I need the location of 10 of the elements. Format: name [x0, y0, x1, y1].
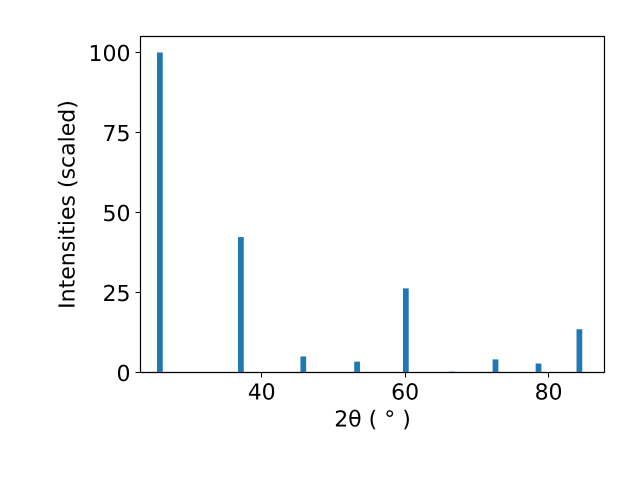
- y-tick-label: 100: [88, 42, 131, 67]
- y-tick-label: 25: [102, 282, 131, 307]
- x-tick-label: 40: [248, 380, 276, 406]
- y-tick-label: 50: [102, 202, 131, 227]
- x-tick-label: 60: [391, 380, 420, 406]
- x-axis-title: 2θ ( ° ): [334, 408, 411, 432]
- y-tick-label: 0: [116, 362, 131, 387]
- y-axis-title: Intensities (scaled): [56, 100, 81, 309]
- x-tick-label: 80: [534, 380, 563, 406]
- y-tick-label: 75: [102, 122, 131, 147]
